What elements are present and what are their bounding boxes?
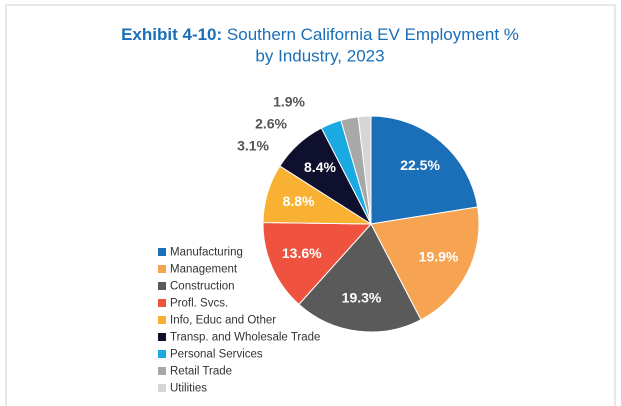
title-label: Exhibit 4-10:: [121, 25, 222, 44]
legend-label: Personal Services: [170, 349, 263, 361]
legend-swatch: [158, 367, 166, 375]
legend-label: Manufacturing: [170, 247, 243, 259]
pie-slice: [298, 223, 422, 333]
data-label: 19.3%: [342, 290, 382, 306]
data-label: 22.5%: [400, 157, 440, 173]
title-line-2: by Industry, 2023: [255, 46, 384, 65]
legend-label: Info, Educ and Other: [170, 315, 276, 327]
legend-label: Retail Trade: [170, 366, 232, 378]
pie-slice: [370, 206, 480, 321]
legend-swatch: [158, 248, 166, 256]
legend-label: Management: [170, 264, 238, 276]
pie-slice: [357, 115, 372, 225]
legend-swatch: [158, 350, 166, 358]
legend-swatch: [158, 316, 166, 324]
legend-swatch: [158, 265, 166, 273]
data-label: 8.8%: [283, 193, 315, 209]
data-label: 8.4%: [304, 159, 336, 175]
data-label: 13.6%: [282, 245, 322, 261]
frame: [5, 4, 616, 406]
data-label: 3.1%: [237, 138, 269, 154]
pie-slice: [262, 221, 373, 306]
chart-title: Exhibit 4-10: Southern California EV Emp…: [121, 25, 519, 44]
legend-swatch: [158, 282, 166, 290]
data-label: 2.6%: [255, 116, 287, 132]
legend-label: Profl. Svcs.: [170, 298, 228, 310]
legend-label: Utilities: [170, 383, 207, 395]
title-line-1: Southern California EV Employment %: [227, 25, 519, 44]
data-label: 19.9%: [419, 249, 459, 265]
data-label: 1.9%: [273, 94, 305, 110]
legend-swatch: [158, 333, 166, 341]
pie-slice: [370, 115, 479, 225]
legend-label: Transp. and Wholesale Trade: [170, 332, 320, 344]
legend-label: Construction: [170, 281, 235, 293]
legend-swatch: [158, 384, 166, 392]
legend-swatch: [158, 299, 166, 307]
